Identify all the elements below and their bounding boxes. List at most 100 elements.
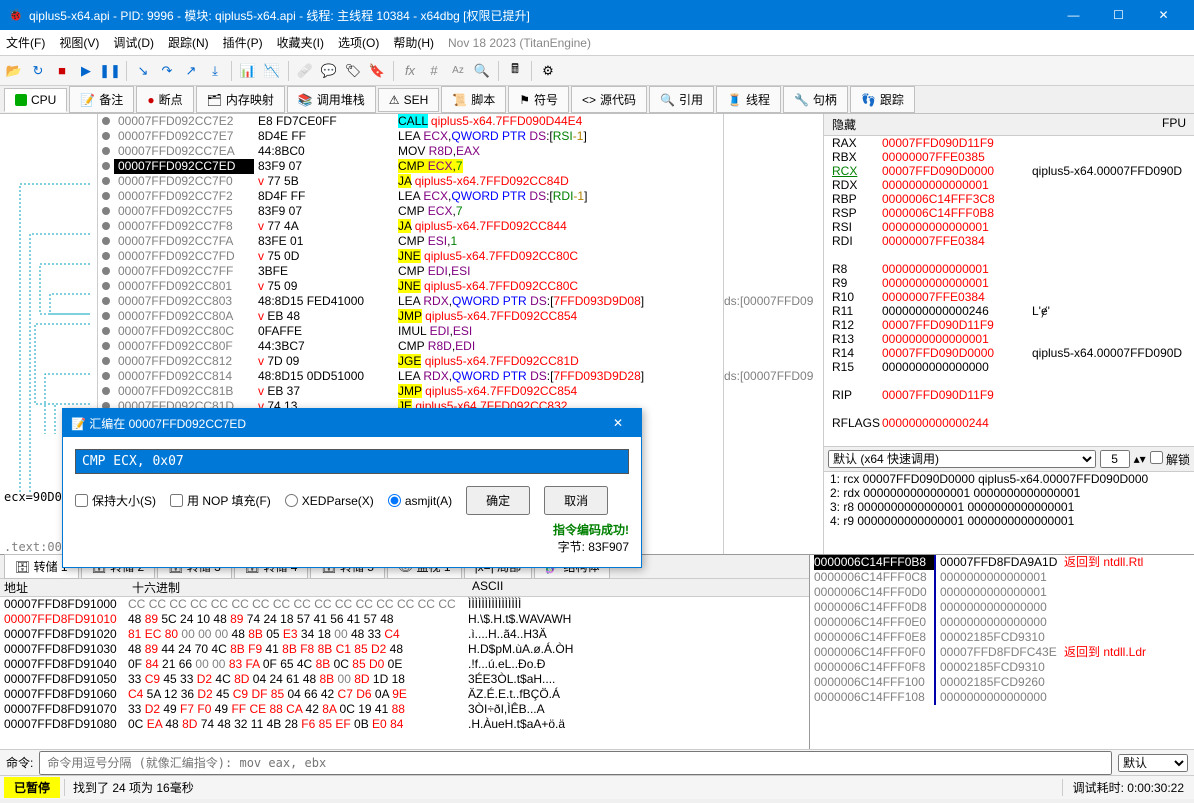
stack-view[interactable]: 0000006C14FFF0B800007FFD8FDA9A1D返回到 ntdl… — [810, 555, 1194, 749]
dialog-cancel-button[interactable]: 取消 — [544, 486, 608, 515]
command-input[interactable] — [39, 751, 1112, 775]
disasm-row[interactable]: 00007FFD092CC7FF 3BFE CMP EDI,ESI — [98, 264, 723, 279]
disasm-row[interactable]: 00007FFD092CC7F0 v 77 5B JA qiplus5-x64.… — [98, 174, 723, 189]
register-row[interactable]: R130000000000000001 — [824, 332, 1194, 346]
disasm-row[interactable]: 00007FFD092CC7FD v 75 0D JNE qiplus5-x64… — [98, 249, 723, 264]
disasm-row[interactable]: 00007FFD092CC814 48:8D15 0DD51000 LEA RD… — [98, 369, 723, 384]
disasm-row[interactable]: 00007FFD092CC7E2 E8 FD7CE0FF CALL qiplus… — [98, 114, 723, 129]
tab-trace[interactable]: 👣跟踪 — [850, 86, 915, 113]
tab-symbols[interactable]: ⚑符号 — [508, 86, 569, 113]
register-row[interactable]: RAX00007FFD090D11F9 — [824, 136, 1194, 150]
tab-callstack[interactable]: 📚调用堆栈 — [287, 86, 376, 113]
patch-icon[interactable]: 🩹 — [297, 63, 313, 79]
stepover-icon[interactable]: ↷ — [159, 63, 175, 79]
stack-row[interactable]: 0000006C14FFF0D80000000000000000 — [810, 600, 1194, 615]
menu-view[interactable]: 视图(V) — [59, 34, 99, 51]
nop-fill-checkbox[interactable]: 用 NOP 填充(F) — [170, 492, 271, 509]
spin-icon[interactable]: ▴▾ — [1134, 452, 1146, 466]
command-mode-select[interactable]: 默认 — [1118, 754, 1188, 772]
disasm-row[interactable]: 00007FFD092CC7FA 83FE 01 CMP ESI,1 — [98, 234, 723, 249]
disasm-row[interactable]: 00007FFD092CC80A v EB 48 JMP qiplus5-x64… — [98, 309, 723, 324]
dialog-close-button[interactable]: ✕ — [603, 416, 633, 430]
dump-col-addr[interactable]: 地址 — [0, 579, 128, 596]
disasm-row[interactable]: 00007FFD092CC801 v 75 09 JNE qiplus5-x64… — [98, 279, 723, 294]
tab-breakpoints[interactable]: ●断点 — [136, 86, 193, 113]
register-row[interactable]: RSI0000000000000001 — [824, 220, 1194, 234]
stack-row[interactable]: 0000006C14FFF0C80000000000000001 — [810, 570, 1194, 585]
stepinto-icon[interactable]: ↘ — [135, 63, 151, 79]
register-row[interactable]: R90000000000000001 — [824, 276, 1194, 290]
minimize-button[interactable]: — — [1051, 0, 1096, 30]
close-button[interactable]: ✕ — [1141, 0, 1186, 30]
stack-row[interactable]: 0000006C14FFF0D00000000000000001 — [810, 585, 1194, 600]
menu-file[interactable]: 文件(F) — [6, 34, 45, 51]
hash-icon[interactable]: # — [426, 63, 442, 79]
tab-script[interactable]: 📜脚本 — [441, 86, 506, 113]
disasm-row[interactable]: 00007FFD092CC7E7 8D4E FF LEA ECX,QWORD P… — [98, 129, 723, 144]
stack-row[interactable]: 0000006C14FFF1080000000000000000 — [810, 690, 1194, 705]
dump-row[interactable]: 00007FFD8FD9101048 89 5C 24 10 48 89 74 … — [0, 612, 809, 627]
dump-col-hex[interactable]: 十六进制 — [128, 579, 468, 596]
dump-row[interactable]: 00007FFD8FD910400F 84 21 66 00 00 83 FA … — [0, 657, 809, 672]
register-row[interactable]: R1200007FFD090D11F9 — [824, 318, 1194, 332]
tab-seh[interactable]: ⚠SEH — [378, 88, 439, 112]
search-icon[interactable]: 🔍 — [474, 63, 490, 79]
trace2-icon[interactable]: 📉 — [264, 63, 280, 79]
register-row[interactable]: R1000000007FFE0384 — [824, 290, 1194, 304]
dump-row[interactable]: 00007FFD8FD9103048 89 44 24 70 4C 8B F9 … — [0, 642, 809, 657]
stack-row[interactable]: 0000006C14FFF0F000007FFD8FDFC43E返回到 ntdl… — [810, 645, 1194, 660]
run-icon[interactable]: ▶ — [78, 63, 94, 79]
xedparse-radio[interactable]: XEDParse(X) — [285, 494, 374, 508]
disasm-row[interactable]: 00007FFD092CC7ED 83F9 07 CMP ECX,7 — [98, 159, 723, 174]
disasm-row[interactable]: 00007FFD092CC803 48:8D15 FED41000 LEA RD… — [98, 294, 723, 309]
disasm-row[interactable]: 00007FFD092CC812 v 7D 09 JGE qiplus5-x64… — [98, 354, 723, 369]
dump-row[interactable]: 00007FFD8FD91000CC CC CC CC CC CC CC CC … — [0, 597, 809, 612]
register-row[interactable]: RBX00000007FFE0385 — [824, 150, 1194, 164]
dialog-ok-button[interactable]: 确定 — [466, 486, 530, 515]
register-row[interactable]: RSP0000006C14FFF0B8 — [824, 206, 1194, 220]
tab-cpu[interactable]: CPU — [4, 88, 67, 112]
stop-icon[interactable]: ■ — [54, 63, 70, 79]
tab-handles[interactable]: 🔧句柄 — [783, 86, 848, 113]
menu-plugins[interactable]: 插件(P) — [223, 34, 263, 51]
dump-col-ascii[interactable]: ASCII — [468, 579, 507, 596]
restart-icon[interactable]: ↻ — [30, 63, 46, 79]
pause-icon[interactable]: ❚❚ — [102, 63, 118, 79]
stack-row[interactable]: 0000006C14FFF0F800002185FCD9310 — [810, 660, 1194, 675]
dump-row[interactable]: 00007FFD8FD9107033 D2 49 F7 F0 49 FF CE … — [0, 702, 809, 717]
register-row[interactable]: RDI00000007FFE0384 — [824, 234, 1194, 248]
bookmark-icon[interactable]: 🔖 — [369, 63, 385, 79]
register-row[interactable]: RFLAGS0000000000000244 — [824, 416, 1194, 430]
callconv-select[interactable]: 默认 (x64 快速调用) — [828, 450, 1096, 468]
regs-hide[interactable]: 隐藏 — [832, 116, 856, 133]
stack-row[interactable]: 0000006C14FFF0B800007FFD8FDA9A1D返回到 ntdl… — [810, 555, 1194, 570]
menu-options[interactable]: 选项(O) — [338, 34, 379, 51]
menu-debug[interactable]: 调试(D) — [113, 34, 154, 51]
asmjit-radio[interactable]: asmjit(A) — [388, 494, 452, 508]
az-icon[interactable]: Aᴢ — [450, 63, 466, 79]
stepout-icon[interactable]: ↗ — [183, 63, 199, 79]
menu-trace[interactable]: 跟踪(N) — [168, 34, 209, 51]
register-row[interactable]: R1400007FFD090D0000qiplus5-x64.00007FFD0… — [824, 346, 1194, 360]
register-row[interactable]: R110000000000000246L'ɇ' — [824, 304, 1194, 318]
disasm-row[interactable]: 00007FFD092CC80F 44:3BC7 CMP R8D,EDI — [98, 339, 723, 354]
stack-row[interactable]: 0000006C14FFF0E800002185FCD9310 — [810, 630, 1194, 645]
menu-help[interactable]: 帮助(H) — [393, 34, 434, 51]
dump-row[interactable]: 00007FFD8FD9102081 EC 80 00 00 00 48 8B … — [0, 627, 809, 642]
fx-icon[interactable]: fx — [402, 63, 418, 79]
regs-fpu[interactable]: FPU — [1162, 116, 1186, 133]
register-row[interactable]: R80000000000000001 — [824, 262, 1194, 276]
tab-memmap[interactable]: 🗂内存映射 — [196, 86, 285, 113]
tab-threads[interactable]: 🧵线程 — [716, 86, 781, 113]
stack-row[interactable]: 0000006C14FFF10000002185FCD9260 — [810, 675, 1194, 690]
register-row[interactable] — [824, 248, 1194, 262]
maximize-button[interactable]: ☐ — [1096, 0, 1141, 30]
register-row[interactable] — [824, 402, 1194, 416]
dump-row[interactable]: 00007FFD8FD910800C EA 48 8D 74 48 32 11 … — [0, 717, 809, 732]
settings-icon[interactable]: ⚙ — [540, 63, 556, 79]
disasm-row[interactable]: 00007FFD092CC7EA 44:8BC0 MOV R8D,EAX — [98, 144, 723, 159]
runtouser-icon[interactable]: ⤓ — [207, 63, 223, 79]
stack-row[interactable]: 0000006C14FFF0E00000000000000000 — [810, 615, 1194, 630]
disasm-row[interactable]: 00007FFD092CC7F5 83F9 07 CMP ECX,7 — [98, 204, 723, 219]
assemble-input[interactable] — [75, 449, 629, 474]
